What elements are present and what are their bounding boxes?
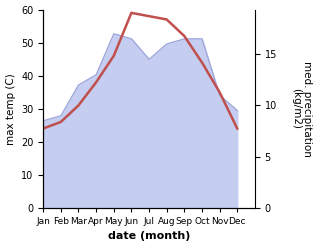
Y-axis label: med. precipitation
(kg/m2): med. precipitation (kg/m2) — [291, 61, 313, 157]
X-axis label: date (month): date (month) — [108, 231, 190, 242]
Y-axis label: max temp (C): max temp (C) — [5, 73, 16, 144]
